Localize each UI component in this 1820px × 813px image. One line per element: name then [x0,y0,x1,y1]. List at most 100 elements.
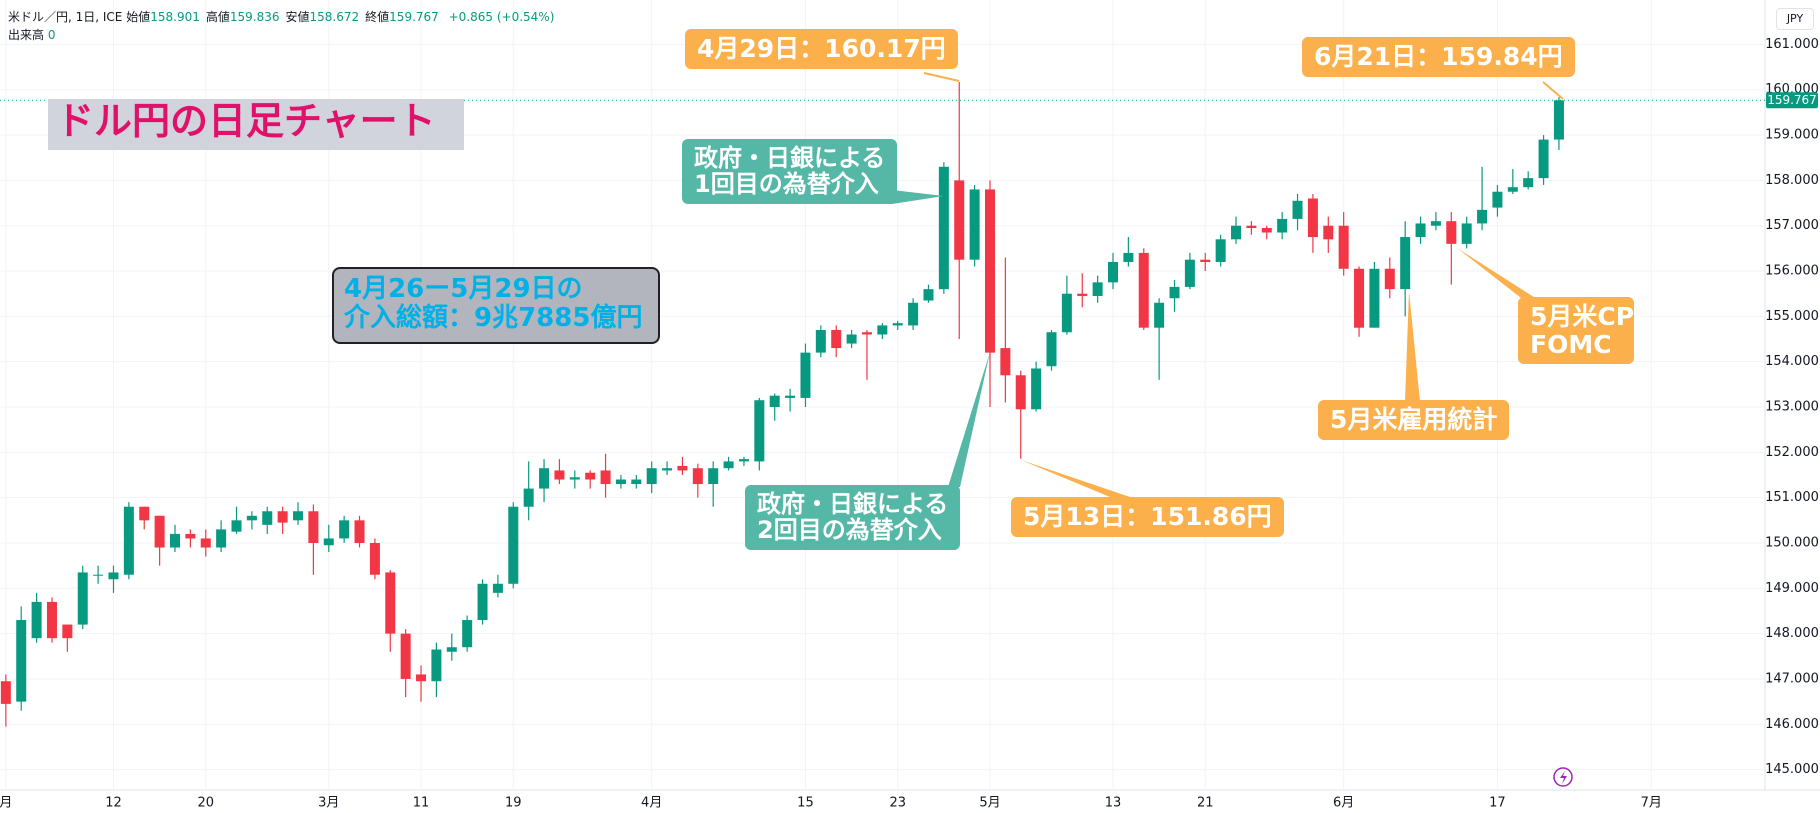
candle-body [1108,261,1119,283]
x-tick-label: 13 [1105,796,1122,811]
volume-line: 出来高 0 [8,26,61,43]
candle-body [539,468,550,489]
pointer [948,352,990,487]
candle-body [600,470,611,485]
candle-body [154,515,165,548]
annotation-line: 2回目の為替介入 [757,516,942,545]
ohlc-label: 高値 [205,10,230,24]
x-tick-label: 5月 [979,796,1000,811]
symbol: 米ドル／円, 1日, ICE [8,10,123,24]
candle-body [492,583,503,593]
candle-body [785,395,796,398]
x-tick-label: 月 [0,796,12,811]
y-tick-label: 147.000 [1765,671,1819,686]
candle-body [1354,268,1365,328]
pointer [1542,81,1564,100]
chart-title: ドル円の日足チャート [48,99,464,150]
candle-body [77,572,88,625]
candle-body [1123,252,1134,262]
candle-body [1154,302,1165,328]
candle-body [31,601,42,639]
candle-body [892,323,903,326]
annotation-line: 5月13日：151.86円 [1023,502,1272,531]
candle-body [569,477,580,480]
y-tick-label: 161.000 [1765,37,1819,52]
candle-body [123,506,134,575]
candle-body [231,520,242,532]
change: +0.865 (+0.54%) [448,10,555,24]
candle-body [339,520,350,539]
volume-label: 出来高 [8,28,45,42]
candle-body [723,461,734,469]
candle-body [1477,209,1488,224]
y-tick-label: 155.000 [1765,309,1819,324]
x-tick-label: 15 [797,796,814,811]
pointer [1021,460,1130,497]
candle-body [984,189,995,353]
candle-body [1261,227,1272,233]
x-tick-label: 6月 [1333,796,1354,811]
annotation-line: 5月米CPI [1530,302,1644,331]
candle-body [1523,178,1534,188]
volume: 0 [47,28,56,42]
x-tick-label: 3月 [318,796,339,811]
candle-body [293,511,304,521]
candle-body [0,681,11,704]
annotation: 4月29日：160.17円 [685,29,958,69]
candle-body [308,511,319,543]
ohlc: 始値158.901 高値159.836 安値158.672 終値159.767 [126,10,445,24]
annotation-line: 介入総額：9兆7885億円 [344,302,643,333]
last-price-label: 159.767 [1767,93,1817,107]
pointer [923,72,960,82]
candle-body [861,332,872,335]
candle-body [738,459,749,462]
candle-body [200,538,211,548]
candle-body [62,624,73,639]
candle-body [262,511,273,525]
pointer [892,190,944,204]
pointer [1405,291,1420,402]
y-tick-label: 154.000 [1765,354,1819,369]
x-tick-label: 4月 [641,796,662,811]
ohlc-value: 158.672 [309,10,360,24]
candle-body [1200,259,1211,262]
y-tick-label: 149.000 [1765,581,1819,596]
x-tick-label: 17 [1489,796,1506,811]
candle-body [1415,223,1426,238]
candle-body [16,620,27,702]
candle-body [631,479,642,485]
y-tick-label: 152.000 [1765,445,1819,460]
candle-body [1492,191,1503,208]
candle-body [1323,225,1334,240]
candle-body [416,674,427,682]
last-price-tag [1766,92,1818,109]
candle-body [1553,100,1564,140]
candle-body [1077,293,1088,296]
candles [0,82,1765,727]
y-tick-label: 159.000 [1765,128,1819,143]
annotation-line: FOMC [1530,329,1612,359]
candle-body [769,395,780,408]
ohlc-label: 始値 [126,10,151,24]
event-icon[interactable] [1553,767,1573,787]
ohlc-value: 158.901 [150,10,200,24]
x-tick-label: 11 [413,796,430,811]
candle-body [477,583,488,621]
candle-body [369,542,380,575]
candle-body [877,325,888,335]
currency[interactable]: JPY [1776,8,1814,30]
event-icon-bolt [1560,771,1567,784]
candle-body [615,479,626,485]
candle-body [1369,268,1380,328]
candle-body [800,352,811,398]
annotation-line: 政府・日銀による [694,144,886,172]
ohlc-label: 安値 [285,10,310,24]
candle-body [1400,237,1411,290]
candle-body [954,180,965,260]
candle-body [462,620,473,648]
x-tick-label: 20 [197,796,214,811]
candle-body [1338,225,1349,269]
candle-body [585,472,596,480]
